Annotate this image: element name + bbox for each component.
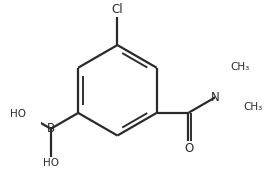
Text: CH₃: CH₃ [244,102,263,112]
Text: O: O [185,142,194,155]
Text: B: B [47,122,55,135]
Text: Cl: Cl [112,4,123,17]
Text: N: N [211,91,220,104]
Text: CH₃: CH₃ [230,62,249,72]
Text: HO: HO [10,109,26,119]
Text: HO: HO [43,158,59,168]
